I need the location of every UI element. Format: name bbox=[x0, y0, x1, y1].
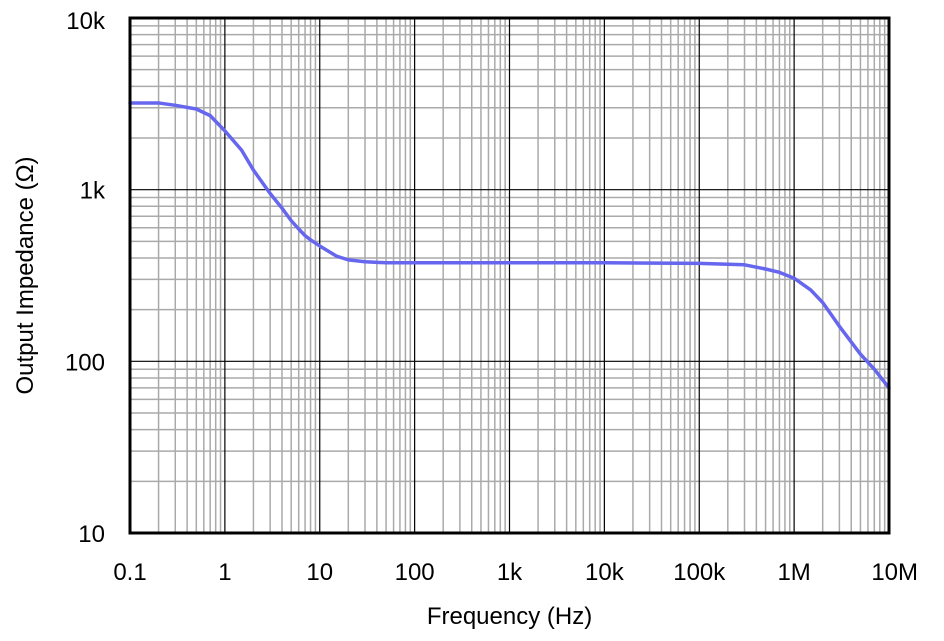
x-tick-label: 0.1 bbox=[113, 559, 146, 586]
y-tick-label: 10 bbox=[78, 521, 105, 548]
x-tick-label: 10M bbox=[871, 559, 918, 586]
series-line-output-impedance bbox=[128, 101, 891, 390]
major-gridlines bbox=[129, 17, 890, 534]
x-tick-label: 100k bbox=[673, 559, 726, 586]
plot-frame bbox=[128, 16, 891, 535]
x-tick-label: 1k bbox=[497, 559, 523, 586]
x-axis-title: Frequency (Hz) bbox=[427, 603, 592, 630]
x-tick-labels: 0.1 1 10 100 1k 10k 100k 1M 10M bbox=[113, 559, 918, 586]
y-tick-label: 10k bbox=[66, 8, 106, 35]
x-tick-label: 10k bbox=[585, 559, 625, 586]
x-tick-label: 10 bbox=[306, 559, 333, 586]
y-tick-labels: 10 100 1k 10k bbox=[65, 8, 106, 548]
x-tick-label: 1M bbox=[777, 559, 810, 586]
x-tick-label: 1 bbox=[218, 559, 231, 586]
y-axis-title: Output Impedance (Ω) bbox=[12, 156, 39, 394]
x-tick-label: 100 bbox=[395, 559, 435, 586]
y-tick-label: 100 bbox=[65, 349, 105, 376]
y-tick-label: 1k bbox=[80, 178, 106, 205]
